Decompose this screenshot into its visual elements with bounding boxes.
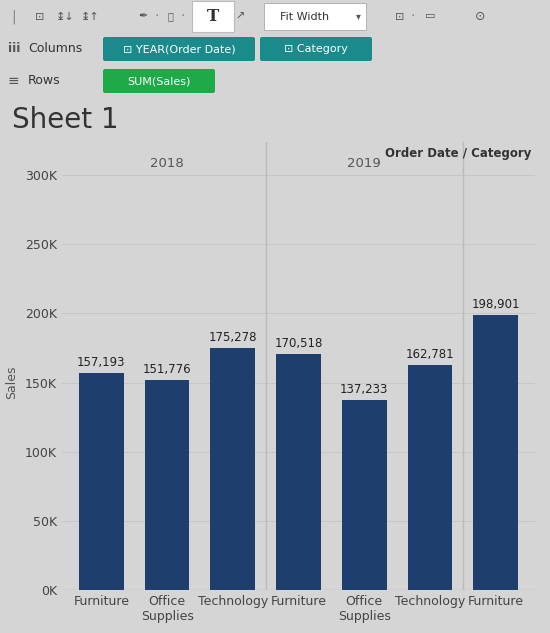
Text: SUM(Sales): SUM(Sales) — [127, 76, 191, 86]
Text: 175,278: 175,278 — [208, 330, 257, 344]
Text: 151,776: 151,776 — [143, 363, 191, 376]
Text: ⊡: ⊡ — [35, 11, 45, 22]
Text: ↨↑: ↨↑ — [81, 11, 100, 22]
Text: Order Date / Category: Order Date / Category — [386, 147, 532, 160]
Bar — [79, 373, 124, 590]
Bar — [145, 380, 189, 590]
Bar — [276, 354, 321, 590]
Text: 162,781: 162,781 — [405, 348, 454, 361]
Bar — [342, 400, 387, 590]
Text: T: T — [207, 8, 219, 25]
Text: 📎: 📎 — [167, 11, 173, 22]
Text: ·: · — [411, 9, 415, 23]
Text: ↗: ↗ — [235, 11, 245, 22]
Bar — [211, 348, 255, 590]
Text: 157,193: 157,193 — [77, 356, 125, 368]
Text: Fit Width: Fit Width — [280, 11, 329, 22]
Text: iii: iii — [8, 42, 20, 56]
FancyBboxPatch shape — [264, 3, 366, 30]
FancyBboxPatch shape — [103, 37, 255, 61]
Text: 2019: 2019 — [347, 157, 381, 170]
Text: ≡: ≡ — [8, 74, 20, 88]
Bar — [473, 315, 518, 590]
Text: Columns: Columns — [28, 42, 82, 56]
Text: ⊡ Category: ⊡ Category — [284, 44, 348, 54]
Text: Sheet 1: Sheet 1 — [12, 106, 119, 134]
Text: ▾: ▾ — [355, 11, 360, 22]
FancyBboxPatch shape — [103, 69, 215, 93]
FancyBboxPatch shape — [192, 1, 234, 32]
Text: 2018: 2018 — [150, 157, 184, 170]
Text: ⊙: ⊙ — [475, 10, 485, 23]
Text: ▭: ▭ — [425, 11, 435, 22]
Bar — [408, 365, 452, 590]
Text: ⊡ YEAR(Order Date): ⊡ YEAR(Order Date) — [123, 44, 235, 54]
Text: ·: · — [155, 9, 159, 23]
Text: 198,901: 198,901 — [471, 298, 520, 311]
Text: ⊡: ⊡ — [395, 11, 405, 22]
Text: |: | — [12, 9, 16, 24]
Text: 137,233: 137,233 — [340, 384, 388, 396]
Text: Rows: Rows — [28, 75, 60, 87]
Text: ✒: ✒ — [138, 11, 148, 22]
Y-axis label: Sales: Sales — [5, 366, 18, 399]
FancyBboxPatch shape — [260, 37, 372, 61]
Text: 170,518: 170,518 — [274, 337, 323, 350]
Text: ·: · — [181, 9, 185, 23]
Text: ↨↓: ↨↓ — [56, 11, 74, 22]
